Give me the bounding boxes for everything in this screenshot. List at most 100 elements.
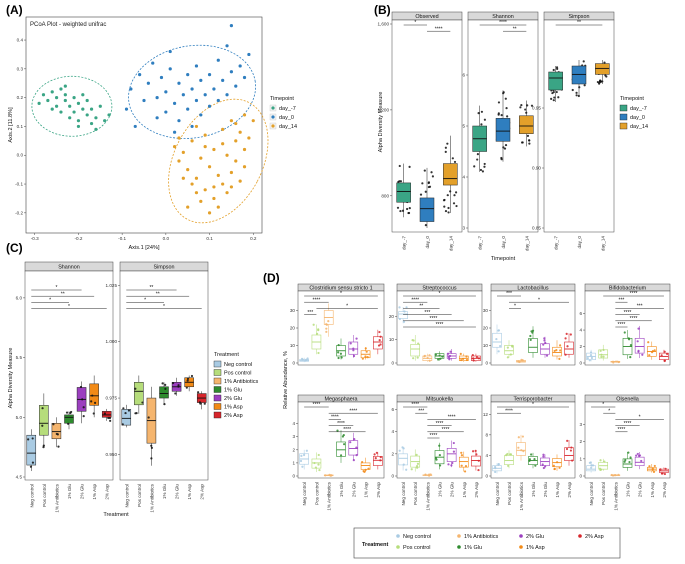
d-jitter-point [497, 463, 500, 466]
b-jitter-point [521, 141, 524, 144]
c-strip-label: Shannon [58, 265, 80, 271]
d-jitter-point [635, 454, 638, 457]
b-jitter-point [446, 194, 449, 197]
c-jitter-point [93, 401, 97, 404]
panel-label-b: (B) [374, 3, 391, 17]
pcoa-xtick-label: 0.2 [250, 236, 257, 241]
d-jitter-point [434, 353, 438, 356]
b-jitter-point [505, 107, 508, 110]
d-jitter-point [522, 450, 525, 453]
d-jitter-point [542, 453, 545, 456]
c-ytick-label: 1.000 [106, 339, 118, 344]
b-xtick-label: day_0 [425, 236, 430, 249]
d-jitter-point [602, 348, 605, 352]
d-jitter-point [474, 449, 477, 452]
b-jitter-point [446, 142, 449, 145]
d-ytick-label: 20 [483, 326, 489, 331]
pcoa-xtick-label: -0.1 [118, 236, 126, 241]
d-jitter-point [558, 357, 561, 360]
c-sig-label: ** [156, 291, 160, 297]
d-legend-dot [578, 534, 582, 538]
d-jitter-point [640, 459, 643, 463]
d-ytick-label: 4 [485, 453, 488, 458]
pcoa-point-day_7 [54, 96, 59, 100]
pcoa-point-day_7 [85, 98, 89, 103]
d-jitter-point [324, 474, 327, 477]
d-ytick-label: 0 [485, 474, 488, 479]
c-jitter-point [29, 465, 33, 468]
b-jitter-point [519, 106, 522, 109]
b-xtick-label: day_14 [448, 236, 453, 252]
d-jitter-point [460, 451, 463, 454]
d-jitter-point [349, 441, 352, 444]
d-sig-label: *** [307, 310, 313, 316]
d-jitter-point [660, 354, 663, 357]
pcoa-point-day_7 [76, 101, 81, 105]
pcoa-point-day_7 [94, 127, 98, 131]
d-jitter-point [637, 350, 640, 353]
b-ytick-label: 4 [462, 175, 465, 180]
b-jitter-point [453, 194, 456, 197]
b-jitter-point [476, 158, 479, 161]
b-ytick-label: 0.90 [532, 166, 541, 171]
d-jitter-point [355, 446, 358, 449]
d-box [373, 336, 383, 350]
d-jitter-point [517, 436, 520, 439]
d-jitter-point [629, 344, 633, 347]
pcoa-point-day_14 [212, 185, 216, 189]
c-jitter-point [107, 416, 110, 420]
pcoa-point-day_14 [225, 191, 229, 195]
d-jitter-point [663, 350, 666, 353]
d-sig-label: **** [331, 415, 339, 421]
pcoa-point-day_7 [50, 107, 54, 111]
d-jitter-point [627, 451, 630, 454]
pcoa-point-day_14 [177, 159, 181, 163]
c-jitter-point [185, 386, 188, 389]
d-jitter-point [533, 457, 536, 461]
d-jitter-point [615, 360, 619, 363]
b-jitter-point [479, 168, 483, 172]
b-strip-label: Shannon [492, 14, 514, 20]
d-sig-label: **** [411, 402, 419, 408]
d-legend-label: 1% Asp [526, 545, 545, 551]
c-jitter-point [147, 416, 150, 419]
d-jitter-point [428, 359, 431, 362]
d-legend-dot [396, 534, 400, 538]
d-jitter-point [327, 320, 330, 323]
d-box [446, 448, 457, 462]
d-ytick-label: 8 [485, 432, 488, 437]
b-jitter-point [497, 112, 500, 115]
b-jitter-point [454, 191, 458, 194]
d-jitter-point [417, 342, 420, 345]
pcoa-point-day_7 [107, 113, 111, 117]
c-jitter-point [134, 412, 137, 415]
pcoa-point-day_0 [194, 98, 199, 103]
d-box [398, 311, 408, 319]
d-legend-label: 1% Glu [464, 545, 482, 551]
b-jitter-point [583, 84, 586, 87]
d-jitter-point [556, 461, 559, 464]
pcoa-point-day_0 [172, 101, 177, 105]
d-jitter-point [364, 347, 367, 350]
d-xtick-label: 1% Glu [339, 482, 344, 498]
pcoa-ellipse-day-0 [128, 44, 257, 139]
d-jitter-point [624, 458, 627, 462]
c-box [101, 411, 112, 418]
b-jitter-point [408, 165, 411, 168]
d-jitter-point [663, 472, 667, 476]
d-jitter-point [652, 470, 656, 473]
c-ytick-label: 5.5 [16, 355, 23, 360]
c-sig-label: * [163, 304, 165, 310]
d-sig-label: **** [630, 316, 638, 322]
b-jitter-point [430, 171, 433, 174]
b-jitter-point [424, 190, 427, 193]
pcoa-point-day_0 [216, 98, 220, 103]
d-jitter-point [305, 358, 308, 361]
pcoa-ytick-label: -0.1 [15, 182, 23, 187]
c-jitter-point [164, 383, 167, 387]
c-legend-label: 2% Asp [224, 413, 243, 419]
d-jitter-point [450, 464, 453, 467]
pcoa-ytick-label: 0.0 [17, 153, 24, 158]
d-jitter-point [349, 342, 352, 345]
c-legend-key [213, 411, 222, 419]
